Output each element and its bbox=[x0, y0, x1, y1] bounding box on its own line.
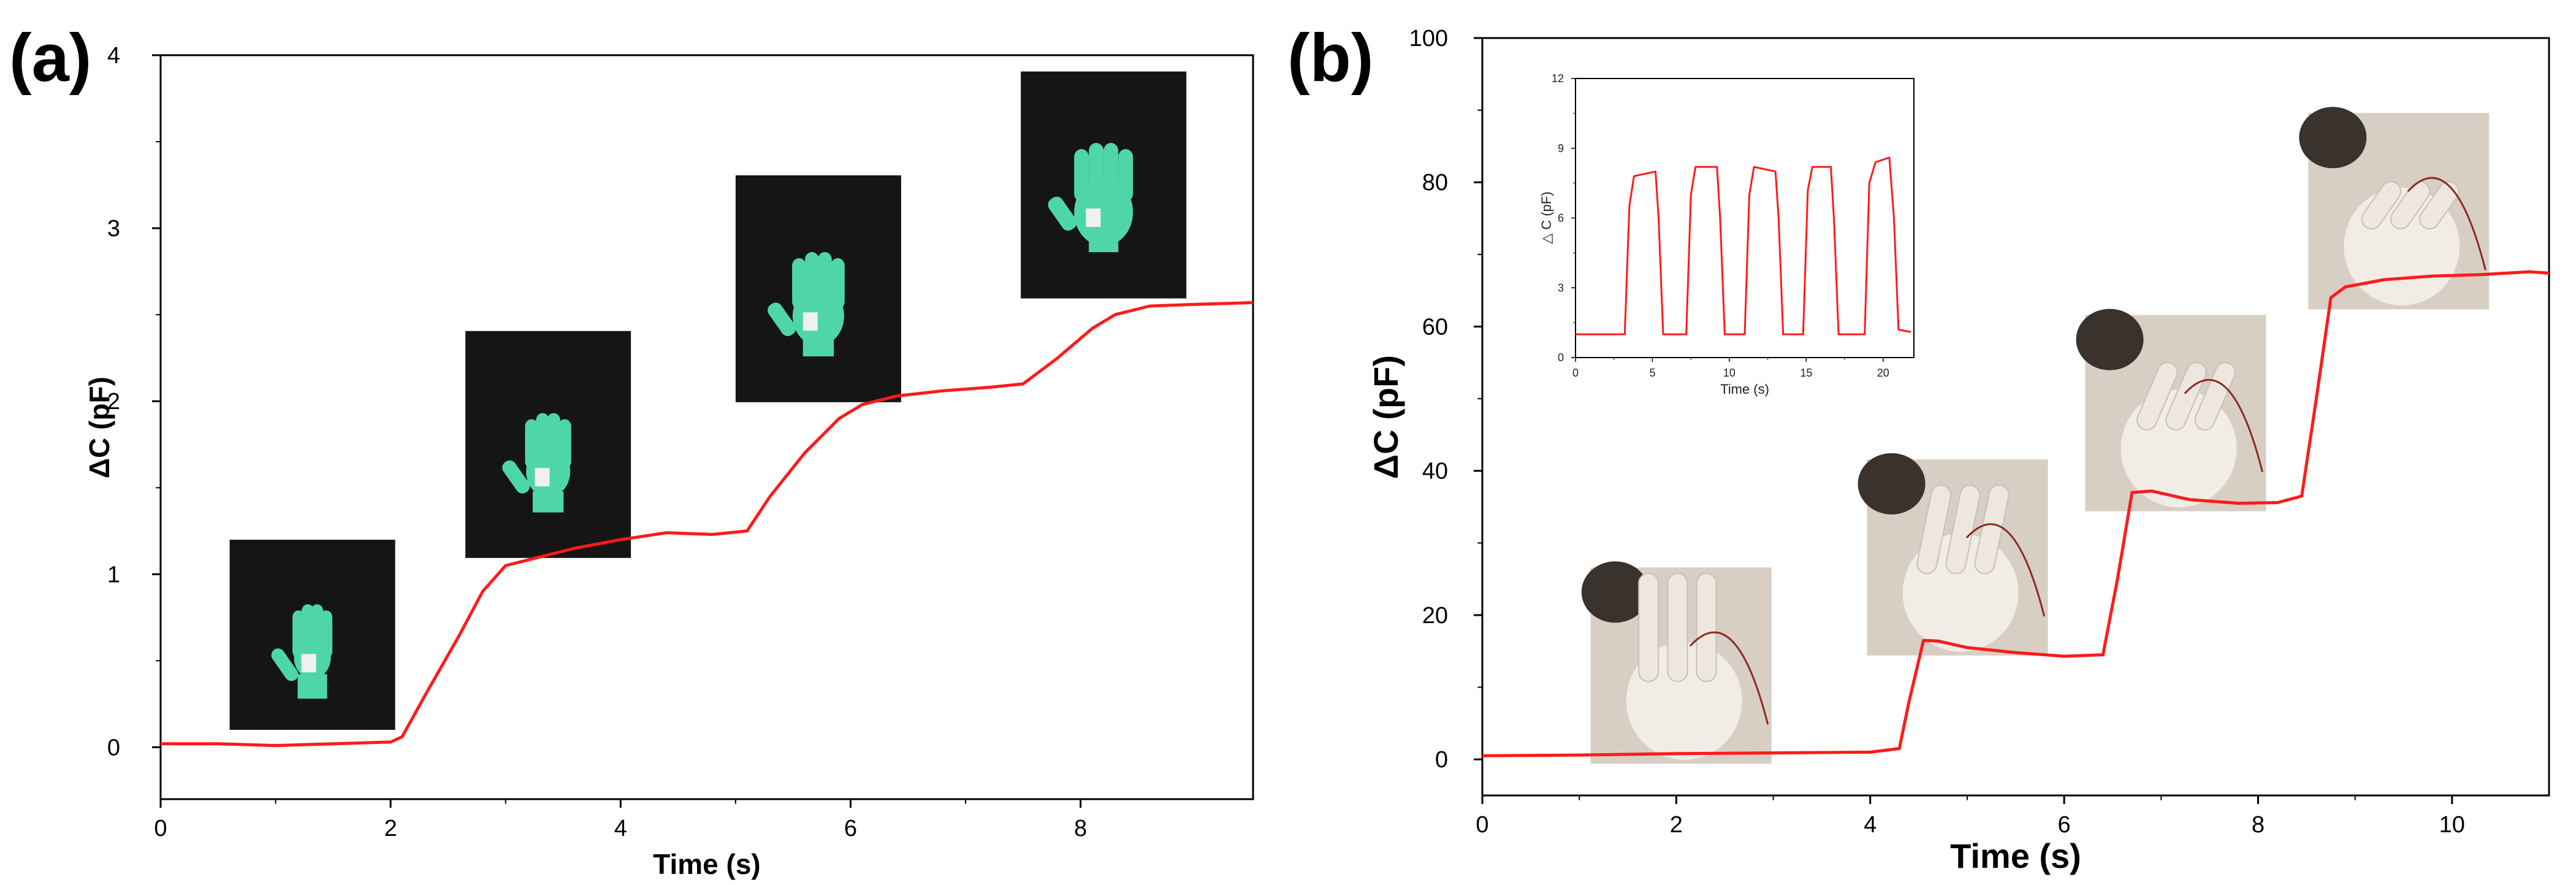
a-x-tick-label: 4 bbox=[614, 816, 627, 841]
panel-label-b: (b) bbox=[1287, 20, 1373, 96]
photo-equipment bbox=[1858, 453, 1926, 515]
photo-equipment bbox=[2299, 107, 2367, 169]
b-x-tick-label: 10 bbox=[2439, 812, 2465, 838]
chart-b-plot-frame bbox=[1481, 37, 2550, 797]
gloved-finger bbox=[1916, 485, 1952, 575]
bi-x-tick-label: 10 bbox=[1723, 367, 1736, 379]
gloved-finger bbox=[1696, 572, 1717, 683]
chart-b-inset-series-line bbox=[1576, 156, 1911, 335]
photo-equipment bbox=[1581, 561, 1649, 623]
chart-a-plot-frame bbox=[159, 54, 1254, 800]
glove-thumb bbox=[271, 648, 299, 681]
b-x-tick-label: 8 bbox=[2252, 812, 2265, 838]
chart-b-inset: 0 5 10 15 20 0 3 6 9 12 Time (s) △ C (pF) bbox=[1539, 72, 1915, 397]
b-y-tick-label: 80 bbox=[1422, 170, 1448, 196]
bi-y-tick-label: 12 bbox=[1552, 72, 1564, 85]
glove-photo-slightly-inflated bbox=[465, 331, 631, 558]
b-x-tick-label: 6 bbox=[2058, 812, 2071, 838]
gloved-finger bbox=[1638, 572, 1660, 683]
gloved-finger bbox=[2419, 181, 2460, 230]
glove-photo-inflated bbox=[735, 175, 901, 402]
chart-b-inset-x-axis-title: Time (s) bbox=[1720, 381, 1769, 397]
glove-thumb bbox=[502, 460, 530, 494]
bi-y-tick-label: 9 bbox=[1558, 142, 1564, 155]
glove-palm bbox=[792, 286, 844, 346]
bi-x-tick-label: 5 bbox=[1649, 367, 1655, 379]
chart-a-ticks: 0 2 4 6 8 0 1 2 3 4 bbox=[107, 43, 1087, 841]
chart-b-photos bbox=[1581, 107, 2490, 764]
chart-b-inset-ticks: 0 5 10 15 20 0 3 6 9 12 bbox=[1552, 72, 1889, 379]
gloved-finger bbox=[2390, 181, 2431, 230]
b-y-tick-label: 100 bbox=[1409, 26, 1448, 52]
finger-photo-bent bbox=[2076, 308, 2266, 511]
b-x-tick-label: 2 bbox=[1670, 812, 1683, 838]
a-y-tick-label: 0 bbox=[107, 735, 120, 760]
bi-x-tick-label: 20 bbox=[1877, 367, 1889, 379]
gloved-finger bbox=[2136, 362, 2178, 431]
b-x-tick-label: 0 bbox=[1476, 812, 1488, 838]
a-x-tick-label: 2 bbox=[384, 816, 397, 841]
sensor-wire bbox=[2184, 378, 2263, 472]
chart-a-x-axis-title: Time (s) bbox=[653, 848, 761, 880]
chart-a-photos bbox=[229, 71, 1187, 730]
glove-cuff bbox=[297, 674, 327, 699]
chart-b-series-line bbox=[1482, 270, 2550, 757]
sensor-wire bbox=[1965, 523, 2046, 617]
chart-a-series-line bbox=[161, 301, 1254, 748]
glove-cuff bbox=[802, 339, 834, 357]
sensor-patch bbox=[1086, 208, 1101, 227]
glove-photo-fully-inflated bbox=[1021, 71, 1187, 299]
finger-photo-slight-bend bbox=[1858, 453, 2048, 656]
b-y-tick-label: 0 bbox=[1435, 747, 1448, 773]
glove-thumb bbox=[768, 302, 796, 337]
photo-equipment bbox=[2076, 308, 2144, 370]
sensor-patch bbox=[301, 654, 316, 673]
b-y-tick-label: 60 bbox=[1422, 314, 1448, 340]
a-y-tick-label: 2 bbox=[107, 389, 120, 415]
glove-photo-flat bbox=[229, 540, 395, 730]
chart-a: 0 2 4 6 8 0 1 2 3 4 Time (s) ΔC (pF) bbox=[83, 43, 1254, 880]
gloved-finger bbox=[2194, 362, 2236, 431]
bi-x-tick-label: 15 bbox=[1800, 367, 1812, 379]
bi-y-tick-label: 6 bbox=[1558, 212, 1564, 224]
bi-y-tick-label: 0 bbox=[1558, 351, 1564, 364]
chart-b-x-axis-title: Time (s) bbox=[1950, 837, 2081, 875]
chart-b-y-axis-title: ΔC (pF) bbox=[1366, 355, 1405, 479]
sensor-patch bbox=[802, 312, 818, 331]
finger-photo-fully-bent bbox=[2299, 107, 2490, 310]
bi-x-tick-label: 0 bbox=[1572, 367, 1579, 379]
glove-cuff bbox=[532, 491, 564, 513]
a-x-tick-label: 8 bbox=[1074, 816, 1087, 841]
gloved-finger bbox=[1974, 485, 2010, 575]
chart-a-y-axis-title: ΔC (pF) bbox=[83, 377, 115, 478]
gloved-finger bbox=[2361, 181, 2402, 230]
gloved-finger bbox=[1667, 572, 1688, 683]
glove-cuff bbox=[1089, 239, 1119, 253]
b-x-tick-label: 4 bbox=[1864, 812, 1877, 838]
a-x-tick-label: 6 bbox=[844, 816, 857, 841]
glove-thumb bbox=[1048, 196, 1077, 231]
sensor-patch bbox=[535, 468, 550, 487]
gloved-finger bbox=[2165, 362, 2207, 431]
a-y-tick-label: 1 bbox=[107, 562, 120, 588]
a-y-tick-label: 4 bbox=[107, 43, 120, 69]
a-y-tick-label: 3 bbox=[107, 216, 120, 242]
panel-label-a: (a) bbox=[9, 20, 91, 96]
chart-b-inset-y-axis-title: △ C (pF) bbox=[1539, 191, 1554, 243]
a-x-tick-label: 0 bbox=[154, 816, 167, 841]
sensor-wire bbox=[2407, 177, 2486, 270]
sensor-wire bbox=[1689, 631, 1769, 725]
glove-palm bbox=[1074, 178, 1134, 247]
b-y-tick-label: 20 bbox=[1422, 603, 1448, 629]
b-y-tick-label: 40 bbox=[1422, 459, 1448, 485]
finger-photo-straight bbox=[1581, 561, 1772, 764]
bi-y-tick-label: 3 bbox=[1558, 282, 1564, 294]
